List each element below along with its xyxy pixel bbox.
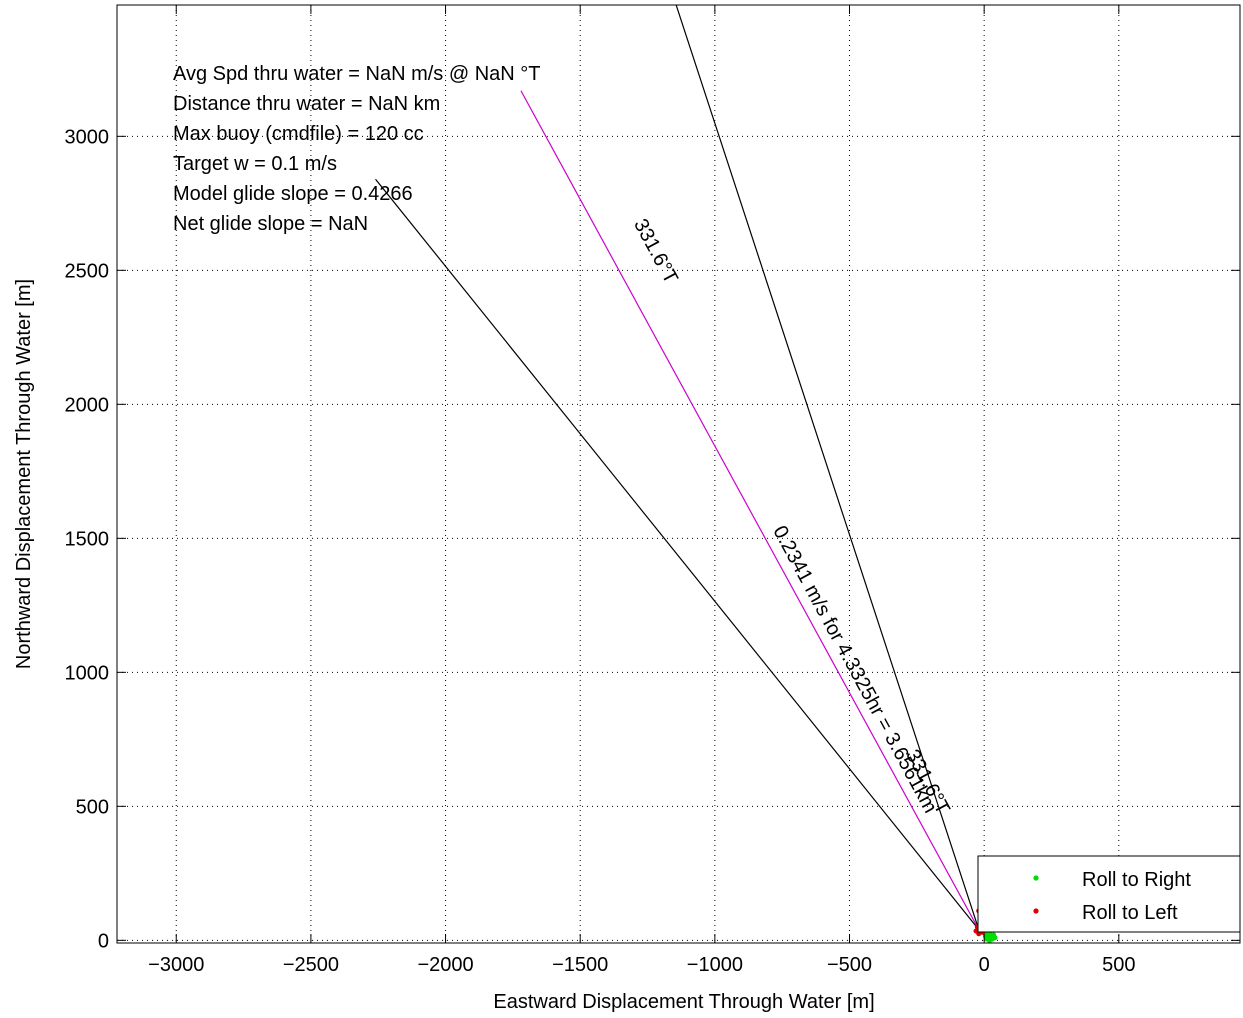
x-tick-label: −1000 (687, 954, 743, 976)
line-labels: 331.6°T0.2341 m/s for 4.3325hr = 3.6561k… (629, 215, 954, 818)
y-tick-label: 2000 (65, 394, 110, 416)
x-tick-label: 500 (1102, 954, 1135, 976)
axis-ticks: −3000 −2500 −2000 −1500 −1000 −500 0 500 0 500 100… (65, 5, 1240, 976)
axes-frame (116, 4, 1241, 944)
y-tick-label: 500 (76, 796, 109, 818)
point-roll-right (985, 935, 991, 941)
trajectory-lines (375, 5, 980, 930)
info-line-5: Net glide slope = NaN (173, 213, 368, 235)
line-label-0: 331.6°T (629, 215, 682, 287)
y-axis-title: Northward Displacement Through Water [m] (13, 279, 35, 669)
trajectory-line-1 (675, 5, 980, 930)
legend-label-1: Roll to Left (1082, 902, 1178, 924)
x-tick-label: 0 (979, 954, 990, 976)
legend-marker-0 (1033, 875, 1039, 881)
trajectory-line-2 (520, 90, 980, 930)
info-line-4: Model glide slope = 0.4266 (173, 183, 413, 205)
x-axis-title: Eastward Displacement Through Water [m] (493, 991, 874, 1013)
info-text: Avg Spd thru water = NaN m/s @ NaN °T Dis… (173, 63, 541, 235)
info-line-2: Max buoy (cmdfile) = 120 cc (173, 123, 424, 145)
legend-marker-1 (1033, 908, 1039, 914)
y-tick-label: 2500 (65, 260, 110, 282)
x-tick-label: −1500 (552, 954, 608, 976)
x-tick-label: −2000 (417, 954, 473, 976)
info-line-3: Target w = 0.1 m/s (173, 153, 337, 175)
info-line-1: Distance thru water = NaN km (173, 93, 440, 115)
legend-label-0: Roll to Right (1082, 869, 1191, 891)
x-tick-label: −2500 (283, 954, 339, 976)
x-tick-label: −3000 (148, 954, 204, 976)
y-tick-label: 1000 (65, 662, 110, 684)
legend: Roll to Right Roll to Left (977, 855, 1241, 933)
grid-lines (117, 5, 1240, 943)
x-tick-label: −500 (827, 954, 872, 976)
y-tick-label: 1500 (65, 528, 110, 550)
y-tick-label: 0 (98, 930, 109, 952)
y-tick-label: 3000 (65, 126, 110, 148)
legend-box (977, 855, 1241, 933)
point-roll-left (973, 928, 979, 934)
info-line-0: Avg Spd thru water = NaN m/s @ NaN °T (173, 63, 541, 85)
trajectory-line-0 (375, 178, 980, 930)
